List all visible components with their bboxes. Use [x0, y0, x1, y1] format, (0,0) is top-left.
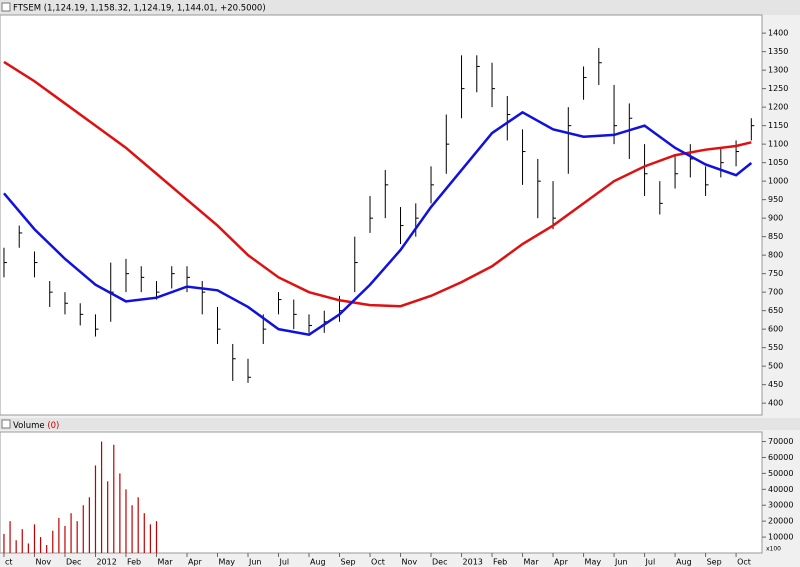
y-tick-label: 900	[768, 214, 783, 223]
x-tick-label: Nov	[402, 558, 418, 567]
volume-bar	[15, 540, 17, 553]
volume-bar	[64, 525, 66, 553]
x-tick-label: May	[218, 558, 235, 567]
y-tick-label: 400	[768, 399, 783, 408]
x-tick-label: Feb	[493, 558, 507, 567]
volume-header-bar	[0, 418, 800, 430]
volume-bar	[137, 497, 139, 553]
y-tick-label: 1350	[768, 47, 788, 56]
volume-panel	[0, 431, 763, 554]
moving-average	[3, 110, 753, 337]
x-tick-label: Aug	[310, 558, 326, 567]
y-tick-label: 750	[768, 269, 783, 278]
x-tick-label: Jun	[248, 558, 262, 567]
y-tick-label: 40000	[768, 485, 793, 494]
x-tick-label: Apr	[554, 558, 569, 567]
y-tick-label: 1300	[768, 66, 788, 75]
x-tick-label: Mar	[157, 558, 173, 567]
panel-icon	[1, 2, 11, 12]
volume-unit: x100	[766, 546, 781, 553]
x-tick-label: Jul	[645, 558, 656, 567]
y-tick-label: 550	[768, 343, 783, 352]
x-tick-label: Jun	[614, 558, 628, 567]
volume-bar	[3, 533, 5, 553]
y-tick-label: 950	[768, 195, 783, 204]
y-tick-label: 50000	[768, 469, 793, 478]
y-tick-label: 800	[768, 251, 783, 260]
moving-average	[3, 60, 752, 308]
volume-bar	[52, 530, 54, 553]
y-tick-label: 1200	[768, 103, 788, 112]
volume-bar	[107, 481, 109, 553]
price-panel	[0, 14, 763, 416]
panel-icon	[1, 419, 11, 429]
y-tick-label: 450	[768, 380, 783, 389]
y-tick-label: 70000	[768, 437, 793, 446]
y-tick-label: 850	[768, 232, 783, 241]
x-tick-label: Oct	[737, 558, 751, 567]
volume-bar	[88, 497, 90, 553]
x-tick-label: Apr	[188, 558, 203, 567]
x-tick-label: 2012	[96, 558, 116, 567]
volume-title: Volume (0)	[13, 421, 59, 431]
y-tick-label: 600	[768, 325, 783, 334]
y-tick-label: 1150	[768, 121, 788, 130]
y-tick-label: 1050	[768, 158, 788, 167]
y-tick-label: 10000	[768, 533, 793, 542]
volume-bar	[143, 513, 145, 553]
x-tick-label: ct	[5, 558, 13, 567]
x-tick-label: Oct	[371, 558, 385, 567]
volume-bar	[119, 473, 121, 553]
y-tick-label: 500	[768, 362, 783, 371]
y-tick-label: 60000	[768, 453, 793, 462]
x-tick-label: May	[585, 558, 602, 567]
header-bar	[0, 0, 800, 15]
x-tick-label: Jul	[279, 558, 290, 567]
y-tick-label: 30000	[768, 501, 793, 510]
y-tick-label: 1100	[768, 140, 788, 149]
x-tick-label: 2013	[463, 558, 483, 567]
volume-bar	[125, 489, 127, 553]
volume-bar	[149, 524, 151, 553]
x-tick-label: Nov	[35, 558, 51, 567]
x-tick-label: Dec	[66, 558, 81, 567]
volume-bar	[27, 543, 29, 553]
y-tick-label: 20000	[768, 517, 793, 526]
volume-bar	[155, 521, 158, 553]
volume-bar	[113, 444, 115, 553]
y-tick-label: 1400	[768, 29, 788, 38]
price-title: FTSEM (1,124.19, 1,158.32, 1,124.19, 1,1…	[13, 4, 266, 14]
volume-bar	[94, 465, 97, 553]
y-tick-label: 1250	[768, 84, 788, 93]
y-tick-label: 1000	[768, 177, 788, 186]
x-tick-label: Dec	[432, 558, 447, 567]
y-tick-label: 700	[768, 288, 783, 297]
volume-bar	[33, 524, 36, 553]
volume-bar	[58, 517, 60, 553]
volume-bar	[82, 505, 84, 553]
volume-title-note: (0)	[47, 421, 59, 431]
volume-bar	[131, 505, 133, 553]
volume-bar	[46, 545, 48, 553]
volume-bar	[76, 521, 78, 553]
volume-bar	[70, 513, 72, 553]
x-tick-label: Sep	[707, 558, 722, 567]
x-tick-label: Sep	[341, 558, 356, 567]
x-tick-label: Mar	[524, 558, 540, 567]
y-tick-label: 650	[768, 306, 783, 315]
x-tick-label: Feb	[127, 558, 141, 567]
volume-bar	[39, 537, 42, 553]
volume-bar	[21, 529, 23, 553]
volume-bar	[100, 441, 103, 553]
volume-bar	[9, 521, 11, 553]
x-tick-label: Aug	[676, 558, 692, 567]
volume-title-text: Volume	[13, 421, 45, 431]
